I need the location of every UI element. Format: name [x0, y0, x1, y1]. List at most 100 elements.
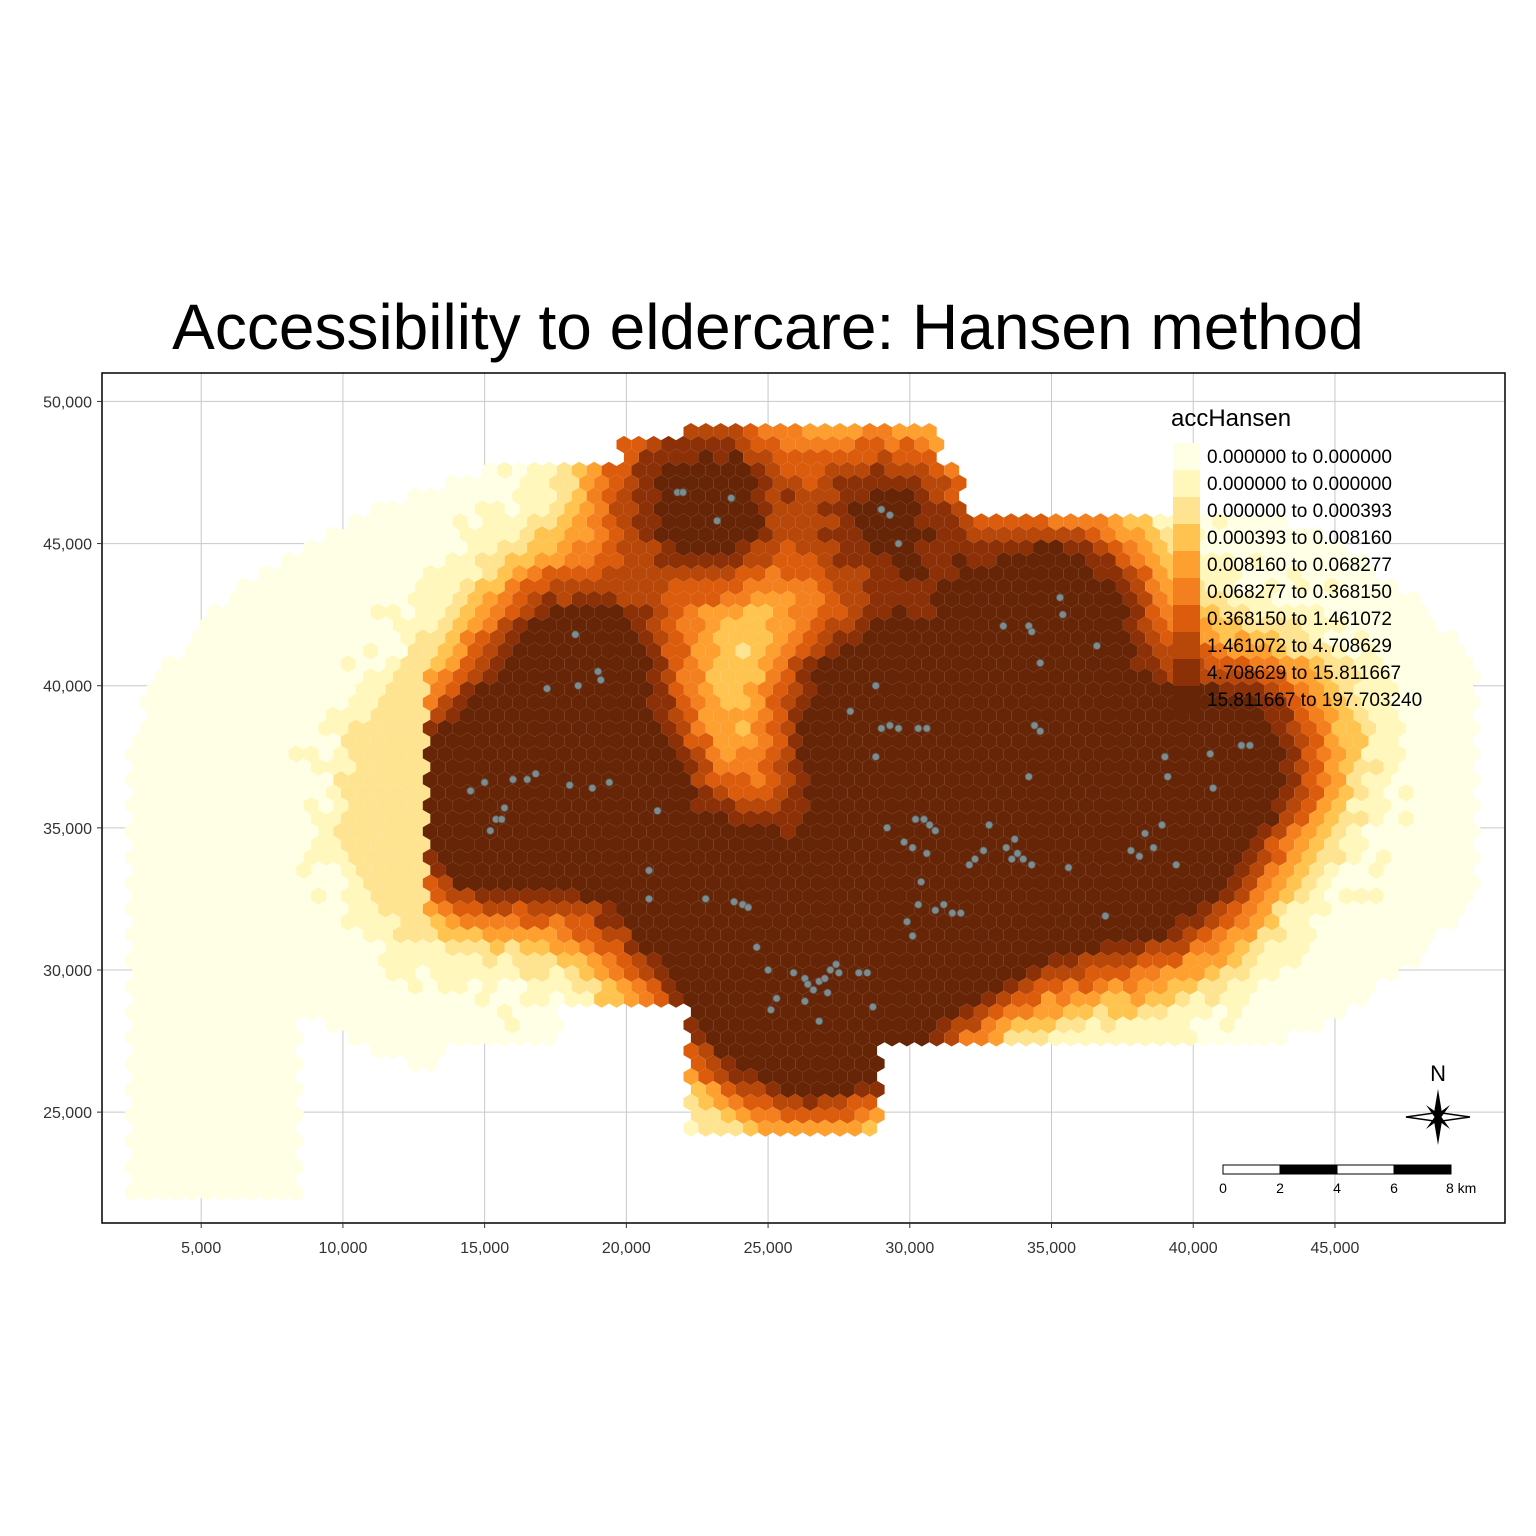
hexagon-cell: [1257, 668, 1272, 686]
hexagon-cell: [1167, 745, 1183, 763]
hexagon-cell: [698, 758, 714, 776]
hexagon-cell: [527, 487, 542, 505]
hexagon-cell: [690, 874, 706, 892]
hexagon-cell: [512, 1029, 528, 1047]
hexagon-cell: [787, 500, 803, 518]
hexagon-cell: [1316, 642, 1332, 660]
hexagon-cell: [1294, 784, 1310, 802]
hexagon-cell: [817, 603, 833, 621]
hexagon-cell: [705, 487, 721, 505]
hexagon-cell: [825, 564, 840, 583]
hexagon-cell: [1063, 1029, 1079, 1047]
hexagon-cell: [1085, 1016, 1101, 1034]
hexagon-cell: [921, 448, 937, 466]
hexagon-cell: [623, 681, 639, 699]
hexagon-cell: [1234, 603, 1250, 621]
hexagon-cell: [810, 900, 825, 918]
hexagon-cell: [1219, 861, 1235, 879]
hexagon-cell: [132, 1016, 148, 1034]
hexagon-cell: [124, 1029, 140, 1047]
hexagon-cell: [750, 745, 766, 763]
hexagon-cell: [1085, 655, 1101, 673]
hexagon-cell: [810, 874, 825, 892]
hexagon-cell: [661, 951, 676, 970]
hexagon-cell: [772, 474, 788, 492]
hexagon-cell: [229, 693, 245, 712]
hexagon-cell: [162, 655, 177, 673]
hexagon-cell: [929, 693, 945, 712]
hexagon-cell: [579, 526, 595, 544]
hexagon-cell: [616, 435, 632, 454]
hexagon-cell: [452, 719, 468, 737]
hexagon-cell: [124, 951, 140, 970]
hexagon-cell: [236, 655, 252, 673]
hexagon-cell: [929, 668, 945, 686]
hexagon-cell: [1145, 939, 1161, 957]
hexagon-cell: [839, 564, 855, 583]
hexagon-cell: [765, 668, 781, 686]
hexagon-cell: [698, 1016, 714, 1034]
hexagon-cell: [184, 797, 200, 815]
hexagon-cell: [802, 423, 818, 441]
hexagon-cell: [1234, 526, 1250, 544]
hexagon-cell: [1257, 513, 1272, 531]
hexagon-cell: [1204, 681, 1220, 699]
hexagon-cell: [720, 590, 736, 608]
hexagon-cell: [899, 745, 915, 763]
hexagon-cell: [1376, 951, 1391, 970]
hexagon-cell: [988, 1003, 1004, 1021]
hexagon-cell: [556, 848, 572, 866]
hexagon-cell: [1405, 797, 1421, 815]
hexagon-cell: [318, 874, 334, 892]
hexagon-cell: [333, 719, 349, 737]
hexagon-cell: [147, 1171, 163, 1189]
hexagon-cell: [1271, 642, 1287, 660]
hexagon-cell: [713, 1042, 729, 1060]
hexagon-cell: [623, 577, 639, 595]
hexagon-cell: [169, 926, 185, 944]
hexagon-cell: [504, 500, 520, 518]
hexagon-cell: [452, 693, 468, 712]
hexagon-cell: [1108, 668, 1123, 686]
hexagon-cell: [817, 1068, 833, 1086]
hexagon-cell: [899, 461, 915, 479]
hexagon-cell: [542, 848, 557, 866]
hexagon-cell: [1204, 577, 1220, 595]
hexagon-cell: [705, 590, 721, 608]
hexagon-cell: [1055, 964, 1071, 982]
hexagon-cell: [1033, 951, 1049, 970]
eldercare-point: [1245, 741, 1254, 750]
hexagon-cell: [184, 1132, 200, 1150]
hexagon-cell: [1115, 913, 1131, 931]
hexagon-cell: [259, 719, 274, 737]
hexagon-cell: [996, 681, 1012, 699]
hexagon-cell: [318, 590, 334, 608]
hexagon-cell: [273, 1080, 289, 1099]
hexagon-cell: [430, 577, 446, 595]
hexagon-cell: [735, 668, 751, 686]
hexagon-cell: [1309, 964, 1324, 982]
hexagon-cell: [534, 1016, 550, 1034]
hexagon-cell: [646, 642, 662, 660]
hexagon-cell: [966, 552, 982, 570]
hexagon-cell: [1048, 874, 1064, 892]
hexagon-cell: [973, 977, 989, 995]
hexagon-cell: [1100, 861, 1116, 879]
hexagon-cell: [787, 835, 803, 853]
hexagon-cell: [981, 887, 997, 905]
eldercare-point: [820, 974, 829, 983]
hexagon-cell: [862, 706, 878, 724]
hexagon-cell: [296, 913, 312, 931]
hexagon-cell: [884, 435, 900, 454]
hexagon-cell: [1338, 681, 1354, 699]
hexagon-cell: [1130, 526, 1146, 544]
hexagon-cell: [921, 629, 937, 647]
hexagon-cell: [780, 435, 796, 454]
hexagon-cell: [1130, 758, 1146, 776]
hexagon-cell: [340, 887, 356, 905]
hexagon-cell: [385, 835, 401, 853]
hexagon-cell: [810, 771, 825, 789]
hexagon-cell: [281, 1068, 297, 1086]
hexagon-cell: [549, 500, 565, 518]
hexagon-cell: [959, 693, 974, 712]
